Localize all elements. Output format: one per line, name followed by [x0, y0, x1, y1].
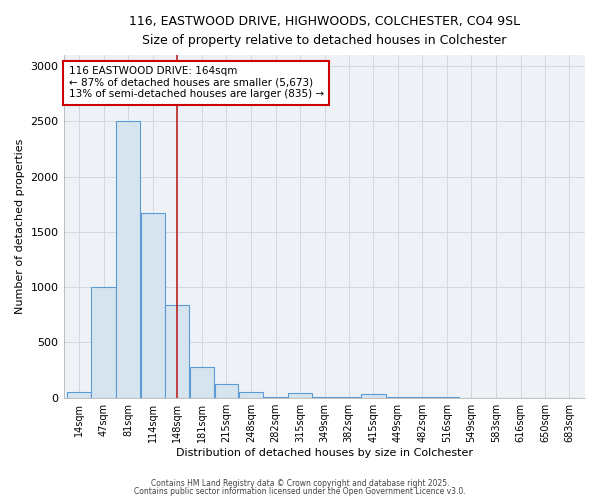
Text: 116 EASTWOOD DRIVE: 164sqm
← 87% of detached houses are smaller (5,673)
13% of s: 116 EASTWOOD DRIVE: 164sqm ← 87% of deta… [68, 66, 324, 100]
Title: 116, EASTWOOD DRIVE, HIGHWOODS, COLCHESTER, CO4 9SL
Size of property relative to: 116, EASTWOOD DRIVE, HIGHWOODS, COLCHEST… [129, 15, 520, 47]
Bar [386, 397, 410, 398]
Bar [91, 287, 116, 398]
Y-axis label: Number of detached properties: Number of detached properties [15, 138, 25, 314]
Bar [67, 392, 91, 398]
Text: Contains public sector information licensed under the Open Government Licence v3: Contains public sector information licen… [134, 487, 466, 496]
Bar [263, 396, 287, 398]
Bar [116, 122, 140, 398]
Text: Contains HM Land Registry data © Crown copyright and database right 2025.: Contains HM Land Registry data © Crown c… [151, 478, 449, 488]
Bar [337, 396, 361, 398]
Bar [215, 384, 238, 398]
Bar [239, 392, 263, 398]
Bar [361, 394, 386, 398]
Bar [190, 367, 214, 398]
Bar [166, 305, 190, 398]
Bar [288, 394, 313, 398]
X-axis label: Distribution of detached houses by size in Colchester: Distribution of detached houses by size … [176, 448, 473, 458]
Bar [140, 213, 165, 398]
Bar [313, 396, 337, 398]
